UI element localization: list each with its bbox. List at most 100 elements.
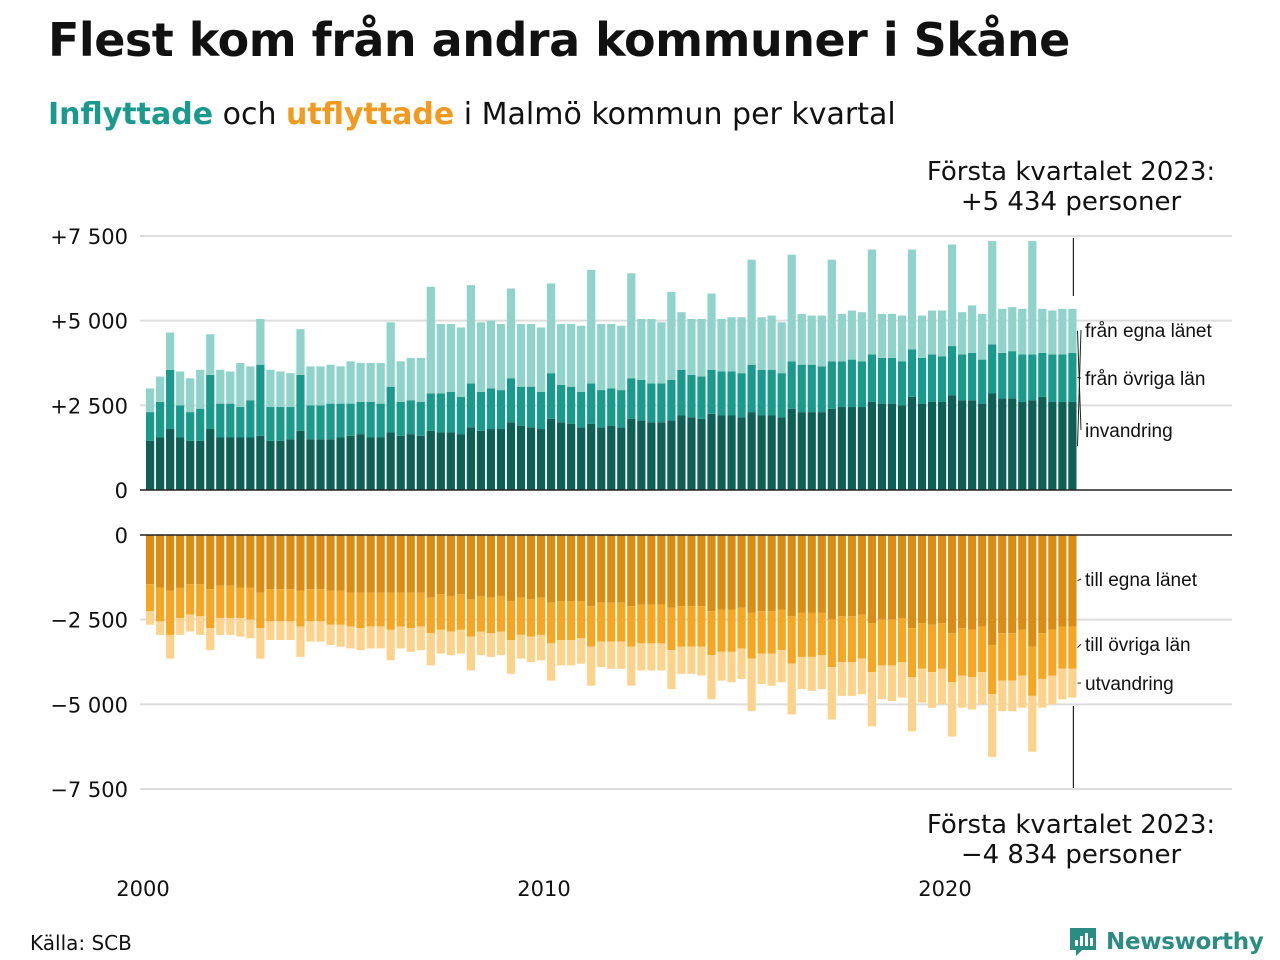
bar-out-segment [697,535,706,607]
bar-in-segment [316,366,325,406]
bar-in-segment [597,427,606,490]
bar-out-segment [877,619,887,666]
bar-in-segment [787,361,796,409]
bar-in-segment [406,400,415,435]
bar-in-segment [577,427,586,490]
bar-in-segment [166,369,175,430]
bar-out-segment [837,535,846,617]
bar-out-segment [246,587,255,620]
bar-in-segment [958,354,967,401]
bar-out-segment [156,621,165,635]
bar-in-segment [466,285,475,384]
bar-out-segment [727,651,736,683]
bar-in-segment [476,430,486,490]
bar-out-segment [296,626,305,657]
bar-out-segment [346,592,355,627]
bar-in-segment [536,391,546,430]
brand-name: Newsworthy [1106,929,1264,955]
x-tick-label: 2020 [918,877,971,901]
bar-out-segment [1018,535,1027,630]
bar-out-segment [396,592,405,627]
bar-in-segment [336,366,345,404]
bar-in-segment [266,407,275,441]
bar-out-segment [436,594,445,630]
bar-in-segment [296,430,305,490]
bar-out-segment [867,535,876,624]
bar-in-segment [607,324,616,389]
bar-in-segment [356,434,365,490]
bar-out-segment [516,634,526,659]
bar-out-segment [306,589,315,622]
bar-out-segment [1008,633,1017,681]
bar-in-segment [567,324,576,387]
bar-in-segment [557,385,566,423]
bar-out-segment [1008,680,1017,712]
bar-out-segment [937,535,947,624]
bar-out-segment [1028,646,1037,696]
bar-out-segment [226,535,235,586]
bar-in-segment [827,259,836,362]
bar-in-segment [998,352,1007,399]
bar-out-segment [326,624,335,646]
bar-out-segment [627,646,636,686]
bar-out-segment [176,617,185,635]
bar-out-segment [807,612,816,657]
bar-out-segment [627,535,636,607]
bar-in-segment [817,412,826,490]
bar-in-segment [1068,401,1077,490]
bar-out-segment [476,631,486,656]
bar-out-segment [627,606,636,647]
bar-in-segment [386,322,395,387]
bar-out-segment [747,658,756,712]
bar-out-segment [707,655,716,700]
bar-in-segment [326,439,335,490]
bar-out-segment [707,611,716,656]
bar-out-segment [426,535,435,598]
bar-out-segment [1038,633,1047,679]
bar-in-segment [356,401,365,435]
bar-out-segment [817,655,826,690]
bar-out-segment [276,621,285,640]
bar-out-segment [206,535,215,590]
bar-in-segment [376,403,385,438]
bar-in-segment [446,391,455,433]
bar-out-segment [436,535,445,595]
bar-out-segment [577,535,586,602]
bar-out-segment [526,599,536,637]
bar-out-segment [386,629,395,661]
bar-in-segment [226,437,235,490]
bar-in-segment [196,440,205,490]
bar-out-segment [567,639,576,666]
bar-out-segment [737,535,746,608]
bar-in-segment [246,437,255,490]
bar-out-segment [958,535,967,629]
bar-in-segment [536,429,546,490]
bar-out-segment [196,584,205,617]
bar-out-segment [406,628,415,652]
bar-out-segment [717,609,726,652]
bar-in-segment [577,325,586,392]
bar-in-segment [887,357,897,404]
bar-out-segment [887,619,897,666]
bar-in-segment [927,354,937,402]
bar-out-segment [156,587,165,622]
bar-in-segment [216,369,225,404]
bar-in-segment [857,361,866,408]
bar-in-segment [697,418,706,490]
bar-out-segment [526,636,536,662]
bar-out-segment [356,628,365,651]
bar-in-segment [547,283,556,374]
bar-in-segment [246,400,255,438]
bar-in-segment [978,403,987,490]
bar-in-segment [436,432,445,490]
bar-in-segment [917,403,927,490]
bar-out-segment [196,616,205,635]
bar-out-segment [1018,675,1027,708]
bar-in-segment [787,254,796,362]
bar-out-segment [246,619,255,639]
bar-out-segment [376,626,385,649]
bar-out-segment [897,535,907,618]
bar-out-segment [1048,629,1057,676]
bar-in-segment [948,244,957,347]
bar-in-segment [637,318,646,380]
